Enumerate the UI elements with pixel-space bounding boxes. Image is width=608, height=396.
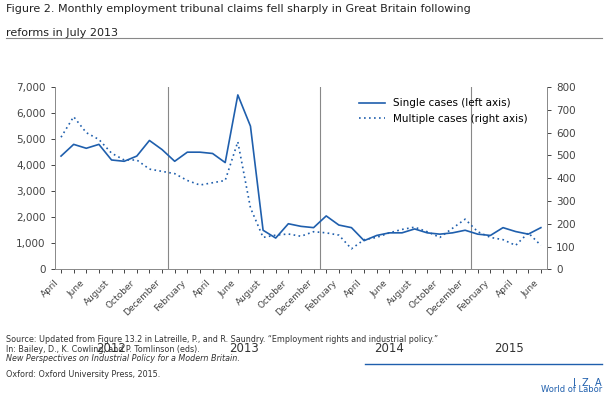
Text: reforms in July 2013: reforms in July 2013 (6, 28, 118, 38)
Text: I  Z  A: I Z A (573, 378, 602, 388)
Text: Figure 2. Monthly employment tribunal claims fell sharply in Great Britain follo: Figure 2. Monthly employment tribunal cl… (6, 4, 471, 14)
Text: 2012: 2012 (97, 342, 126, 355)
Text: World of Labor: World of Labor (541, 385, 602, 394)
Text: Source: Updated from Figure 13.2 in Latreille, P., and R. Saundry. “Employment r: Source: Updated from Figure 13.2 in Latr… (6, 335, 438, 354)
Text: 2013: 2013 (229, 342, 259, 355)
Text: Oxford: Oxford University Press, 2015.: Oxford: Oxford University Press, 2015. (6, 370, 161, 379)
Text: New Perspectives on Industrial Policy for a Modern Britain.: New Perspectives on Industrial Policy fo… (6, 354, 240, 363)
Text: 2015: 2015 (494, 342, 524, 355)
Text: 2014: 2014 (375, 342, 404, 355)
Legend: Single cases (left axis), Multiple cases (right axis): Single cases (left axis), Multiple cases… (355, 94, 532, 128)
